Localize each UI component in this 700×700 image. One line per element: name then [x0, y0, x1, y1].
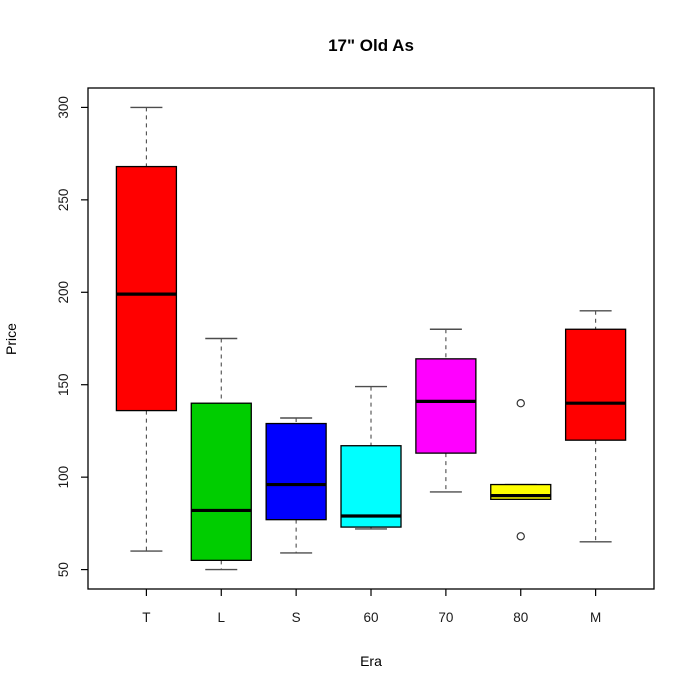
boxplot-L-box: [190, 402, 252, 561]
x-tick-label: 80: [513, 610, 528, 625]
boxplot-T-box: [115, 165, 178, 412]
y-tick-label: 300: [56, 96, 71, 119]
y-tick-label: 50: [56, 562, 71, 577]
boxplot-80-outlier: [516, 399, 525, 408]
x-tick-label: T: [142, 610, 150, 625]
x-tick-label: 60: [363, 610, 378, 625]
y-tick-label: 150: [56, 373, 71, 396]
generated-plot: 50 100 150 200 250 300 T L S 60 70 80 M: [56, 87, 655, 625]
boxplot-70-box: [415, 358, 477, 454]
y-tick-label: 100: [56, 466, 71, 489]
boxplot-80-outlier: [516, 532, 525, 541]
boxplot-M-box: [564, 328, 627, 441]
x-tick-label: S: [292, 610, 301, 625]
boxplot-S-box: [265, 422, 327, 521]
y-tick-label: 250: [56, 189, 71, 212]
boxplot-60-box: [340, 445, 402, 528]
y-axis-label: Price: [3, 323, 19, 355]
y-tick-label: 200: [56, 281, 71, 304]
chart-title: 17" Old As: [328, 36, 414, 55]
x-tick-label: 70: [438, 610, 453, 625]
x-axis-label: Era: [360, 653, 382, 669]
x-tick-label: M: [590, 610, 601, 625]
x-tick-label: L: [218, 610, 226, 625]
